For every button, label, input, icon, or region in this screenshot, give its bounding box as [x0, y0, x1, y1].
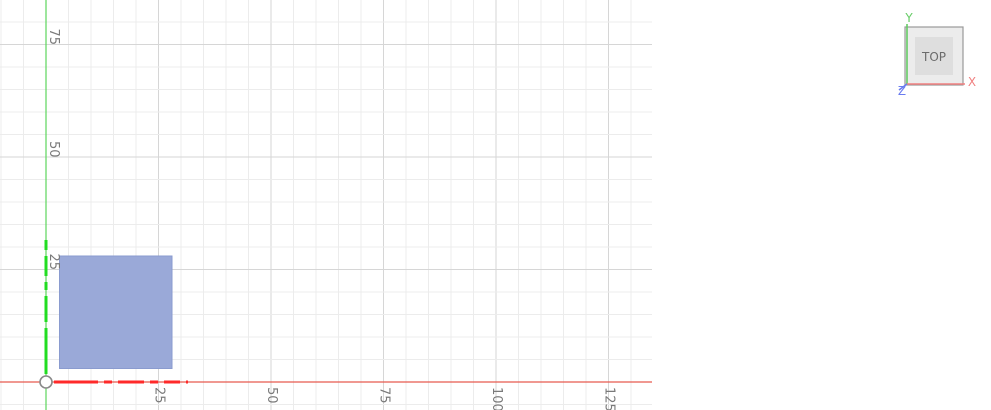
x-tick-label: 100 [489, 387, 504, 410]
body-rectangle[interactable] [59, 255, 173, 369]
origin-point[interactable] [39, 375, 53, 389]
x-tick-label: 50 [264, 387, 279, 404]
view-cube-y-label: Y [904, 11, 913, 25]
view-cube-x-label: X [968, 75, 976, 89]
grid [0, 0, 652, 410]
x-tick-label: 75 [377, 387, 392, 404]
y-tick-label: 75 [46, 29, 61, 46]
y-axis-tick-labels: 25 50 75 [46, 29, 61, 271]
view-cube[interactable]: TOP Y X Z [898, 11, 976, 98]
view-cube-inner-face [915, 37, 953, 75]
view-cube-z-label: Z [898, 84, 906, 98]
view-cube-z-axis [898, 83, 908, 91]
y-tick-label: 25 [46, 254, 61, 271]
x-axis-tick-labels: 25 50 75 100 125 [152, 387, 617, 410]
y-tick-label: 50 [46, 141, 61, 158]
x-tick-label: 125 [602, 387, 617, 410]
x-tick-label: 25 [152, 387, 167, 404]
view-cube-face-label[interactable]: TOP [921, 50, 946, 64]
